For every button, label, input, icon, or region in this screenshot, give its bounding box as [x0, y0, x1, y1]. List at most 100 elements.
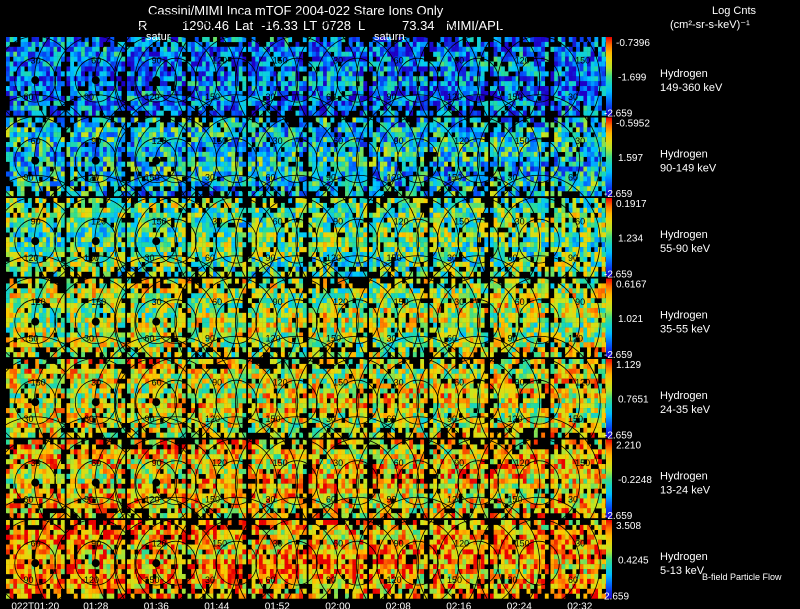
saturn-position-marker — [152, 156, 161, 165]
contour-label: 150 — [205, 92, 220, 102]
contour-label: 30 — [515, 217, 525, 227]
colorbar-title: Log Cnts — [712, 5, 757, 17]
contour-label: 30 — [394, 378, 404, 388]
colorbar-1 — [606, 37, 612, 116]
saturn-position-marker — [152, 76, 161, 85]
contour-label: 150 — [568, 414, 583, 424]
colorbar-4 — [606, 278, 612, 357]
colorbar-3 — [606, 198, 612, 277]
saturn-position-marker — [31, 398, 40, 407]
panel-5-cell-4: 90 120 — [113, 335, 247, 469]
panel-4-cell-7: 150 30 — [295, 255, 428, 389]
contour-label: 120 — [387, 575, 402, 585]
saturn-position-marker — [31, 559, 40, 568]
contour-label: 90 — [31, 217, 41, 227]
panel-6-cell-9: 120 150 — [416, 416, 549, 550]
panel-6-cell-4: 120 150 — [113, 416, 247, 550]
contour-label: 30 — [31, 458, 41, 468]
l-value: 73.34 — [402, 18, 435, 33]
contour-label: 120 — [273, 378, 288, 388]
energy-label-7: 5-13 keV — [660, 565, 705, 577]
saturn-position-marker — [91, 398, 100, 407]
contour-label: 150 — [575, 458, 590, 468]
contour-label: 60 — [333, 539, 343, 549]
saturn-position-marker — [31, 156, 40, 165]
contour-label: 90 — [387, 92, 397, 102]
contour-label: 150 — [31, 378, 46, 388]
contour-label: 30 — [273, 539, 283, 549]
contour-label: 120 — [387, 172, 402, 182]
colorbar-2 — [606, 117, 612, 196]
contour-label: 30 — [575, 539, 585, 549]
contour-label: 120 — [515, 56, 530, 66]
saturn-position-marker — [152, 237, 161, 246]
contour-label: 120 — [454, 136, 469, 146]
contour-label: 120 — [24, 253, 39, 263]
time-tick-label: 02:00 — [325, 602, 350, 609]
contour-label: 60 — [333, 136, 343, 146]
contour-label: 60 — [394, 56, 404, 66]
contour-label: 120 — [266, 333, 281, 343]
panel-2-cell-7: 90 120 — [295, 94, 428, 228]
time-tick-label: 01:28 — [83, 602, 108, 609]
colorbar-max-6: 2.210 — [616, 441, 641, 452]
saturn-position-marker — [31, 76, 40, 85]
contour-label: 90 — [326, 172, 336, 182]
panel-3-cell-9: 30 60 — [416, 174, 549, 308]
footer-note: B-field Particle Flow — [702, 572, 782, 582]
panel-1-cell-10: 150 30 — [476, 13, 610, 147]
colorbar-max-1: -0.7396 — [616, 38, 650, 49]
colorbar-mid-6: -0.2248 — [618, 475, 652, 486]
contour-label: 30 — [205, 172, 215, 182]
colorbar-max-4: 0.6167 — [616, 280, 647, 291]
contour-label: 120 — [568, 333, 583, 343]
saturn-position-marker — [152, 398, 161, 407]
contour-label: 120 — [394, 217, 409, 227]
contour-label: 150 — [575, 56, 590, 66]
contour-label: 60 — [212, 297, 222, 307]
contour-label: 150 — [152, 217, 167, 227]
contour-label: 120 — [447, 494, 462, 504]
contour-label: 60 — [568, 575, 578, 585]
contour-label: 90 — [508, 333, 518, 343]
panel-7-cell-9: 150 30 — [416, 496, 549, 609]
contour-label: 60 — [508, 253, 518, 263]
colorbar-mid-1: -1.699 — [618, 72, 647, 83]
contour-label: 90 — [575, 297, 585, 307]
panel-3-cell-1: 90 120 — [0, 174, 98, 308]
colorbar-7 — [606, 520, 612, 599]
contour-label: 150 — [326, 333, 341, 343]
contour-label: 30 — [152, 297, 162, 307]
contour-label: 60 — [145, 333, 155, 343]
contour-label: 150 — [394, 297, 409, 307]
contour-label: 150 — [273, 56, 288, 66]
saturn-position-marker — [31, 237, 40, 246]
lt-label: LT — [303, 18, 317, 33]
contour-label: 150 — [447, 172, 462, 182]
colorbar-min-7: 2.659 — [604, 592, 629, 603]
colorbar-mid-4: 1.021 — [618, 314, 643, 325]
panel-5-cell-6: 150 30 — [234, 335, 368, 469]
saturn-position-marker — [91, 317, 100, 326]
contour-label: 90 — [333, 217, 343, 227]
contour-label: 120 — [145, 494, 160, 504]
panel-6-cell-6: 30 60 — [234, 416, 368, 550]
panel-4-cell-4: 60 90 — [113, 255, 247, 389]
panels-layer: 3060609090120120150150303060609090120120… — [0, 13, 723, 609]
panel-6-cell-2: 60 90 — [33, 416, 158, 550]
contour-label: 150 — [91, 297, 106, 307]
contour-label: 120 — [212, 56, 227, 66]
contour-label: 120 — [333, 297, 348, 307]
contour-label: 150 — [508, 92, 523, 102]
panel-6-cell-10: 150 30 — [476, 416, 610, 550]
contour-label: 120 — [447, 92, 462, 102]
contour-label: 30 — [508, 172, 518, 182]
contour-label: 30 — [266, 92, 276, 102]
panel-2-cell-6: 60 90 — [234, 94, 368, 228]
saturn-position-marker — [152, 559, 161, 568]
contour-label: 150 — [333, 378, 348, 388]
colorbar-max-2: -0.5952 — [616, 119, 650, 130]
contour-label: 30 — [568, 92, 578, 102]
contour-label: 60 — [326, 92, 336, 102]
